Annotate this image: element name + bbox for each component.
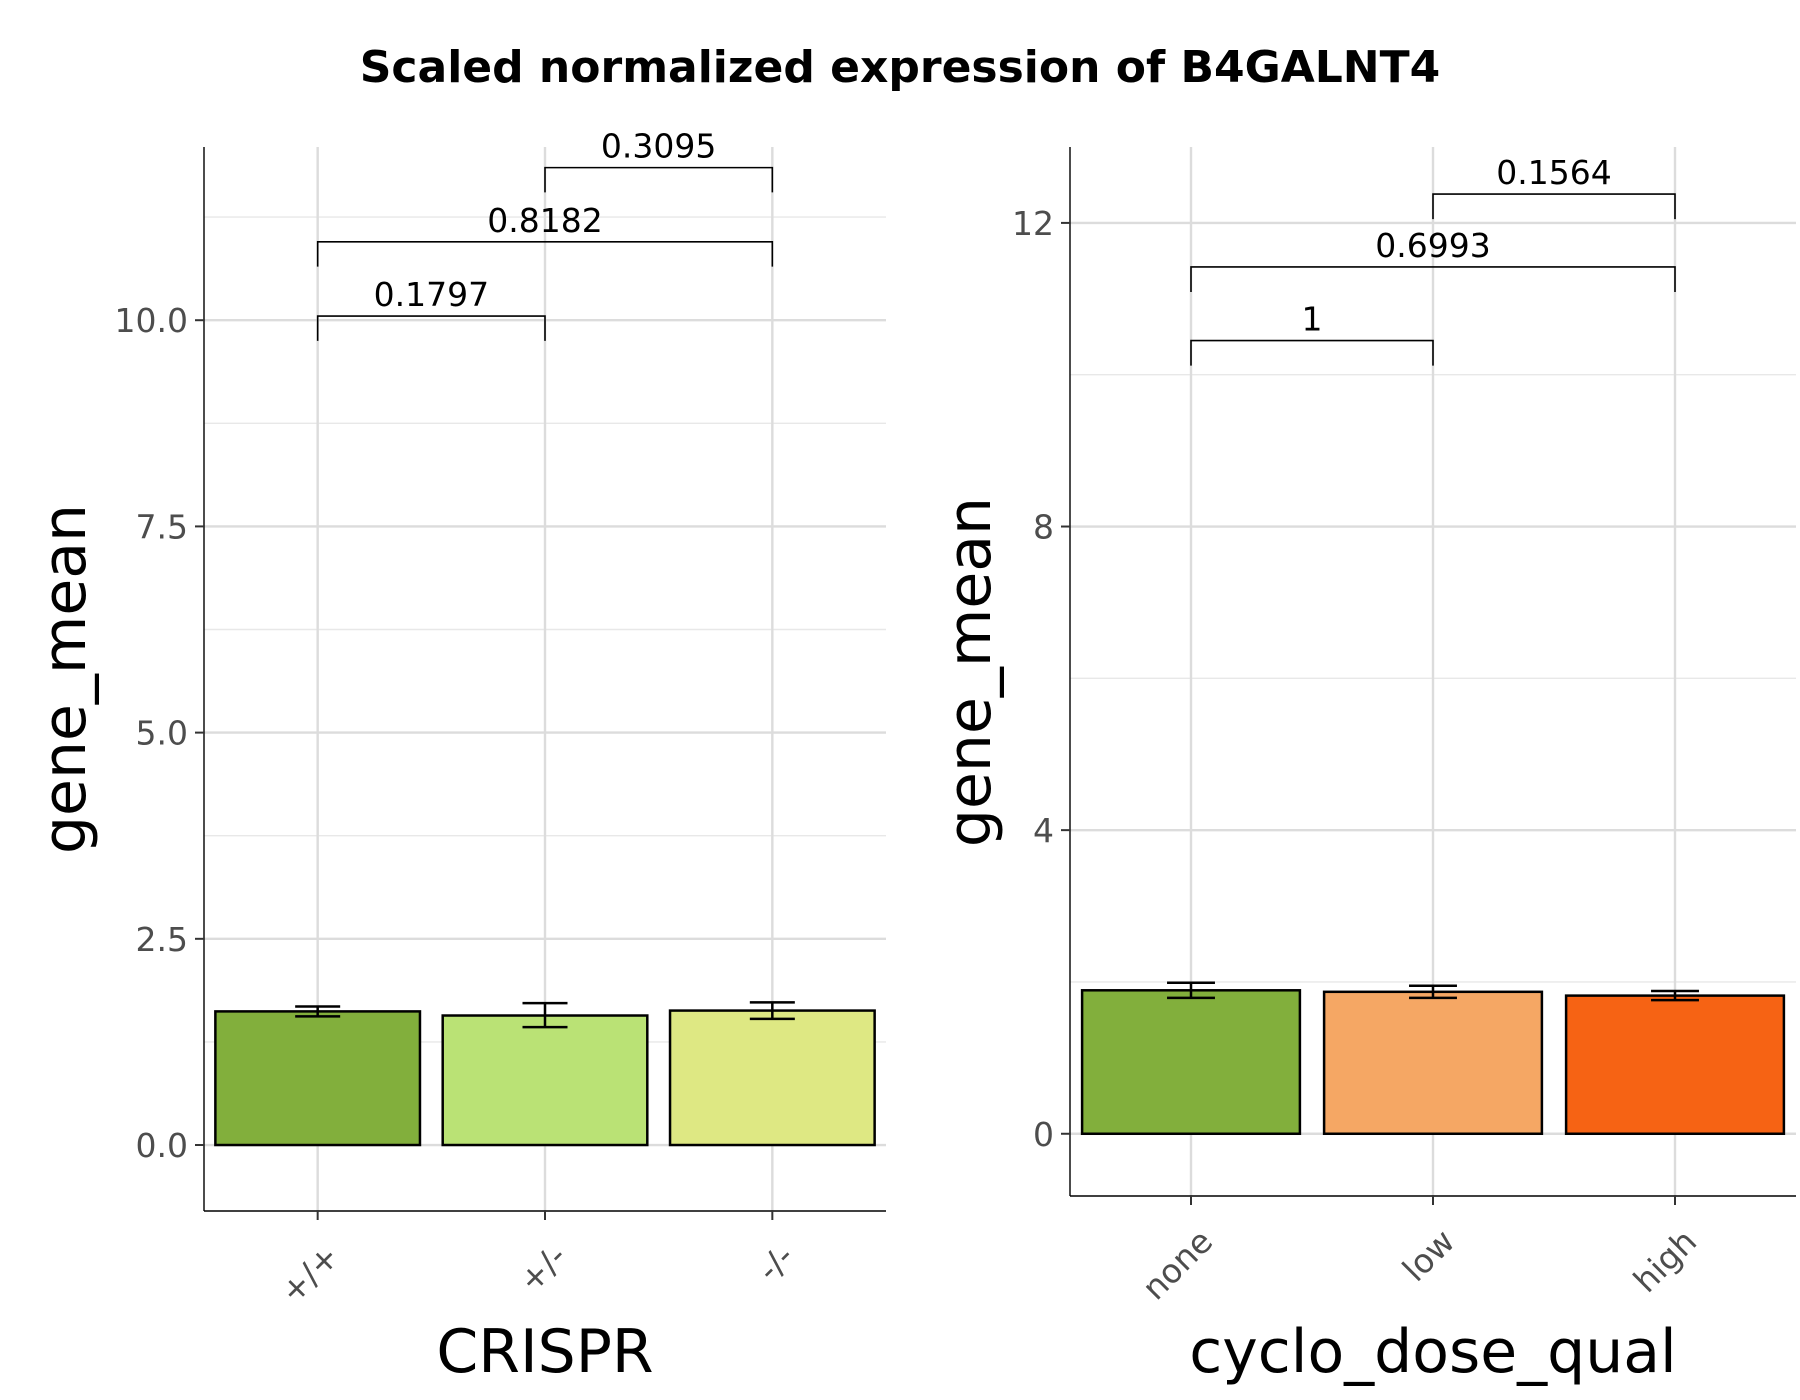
error-bar-cyclo-2 — [1651, 989, 1699, 1002]
x-tick-label-1: low — [1395, 1222, 1462, 1289]
x-tick-label-2: -/- — [749, 1237, 801, 1289]
x-axis-title: cyclo_dose_qual — [1189, 1317, 1676, 1387]
error-bar-crispr-0 — [295, 1005, 341, 1018]
p-value-label-0: 1 — [1302, 300, 1323, 339]
y-tick-label-3: 12 — [1012, 204, 1054, 243]
y-tick-label-3: 7.5 — [136, 507, 188, 546]
bar-cyclo-2 — [1564, 994, 1786, 1136]
x-tick-label-1: +/- — [511, 1237, 574, 1300]
y-tick-label-1: 4 — [1033, 811, 1054, 850]
error-bar-crispr-1 — [522, 1001, 568, 1029]
p-value-label-1: 0.8182 — [487, 201, 602, 240]
x-axis-title: CRISPR — [436, 1317, 653, 1387]
error-bar-cyclo-1 — [1409, 984, 1457, 1000]
bar-crispr-1 — [441, 1014, 649, 1147]
y-tick-label-2: 5.0 — [136, 714, 188, 753]
bar-cyclo-0 — [1080, 989, 1302, 1136]
x-tick-label-2: high — [1626, 1222, 1704, 1300]
error-bar-cyclo-0 — [1167, 981, 1215, 1000]
comparison-bracket-1 — [1190, 266, 1676, 292]
comparison-bracket-0 — [316, 315, 546, 341]
comparison-bracket-2 — [1432, 193, 1676, 220]
comparison-bracket-2 — [544, 166, 774, 193]
p-value-label-2: 0.3095 — [601, 127, 716, 166]
y-tick-label-0: 0.0 — [136, 1126, 188, 1165]
p-value-label-1: 0.6993 — [1375, 226, 1490, 265]
bar-crispr-2 — [668, 1009, 876, 1147]
y-tick-label-1: 2.5 — [136, 920, 188, 959]
y-axis-title: gene_mean — [30, 504, 100, 854]
figure-title: Scaled normalized expression of B4GALNT4 — [360, 42, 1441, 93]
y-axis-title: gene_mean — [935, 497, 1005, 847]
bar-cyclo-1 — [1322, 990, 1544, 1136]
y-tick-label-2: 8 — [1033, 508, 1054, 547]
p-value-label-2: 0.1564 — [1496, 153, 1611, 192]
y-tick-label-4: 10.0 — [115, 301, 188, 340]
bar-crispr-0 — [214, 1010, 422, 1147]
x-tick-label-0: +/+ — [272, 1237, 347, 1312]
panel-crispr: 0.1797 0.8182 0.3095 0.0 2.5 5.0 7.5 10.0 +/+ +/-… — [30, 127, 886, 1387]
y-tick-label-0: 0 — [1033, 1115, 1054, 1154]
p-value-label-0: 0.1797 — [374, 275, 489, 314]
comparison-bracket-0 — [1190, 339, 1434, 366]
comparison-bracket-1 — [316, 241, 774, 267]
x-tick-label-0: none — [1134, 1222, 1220, 1308]
error-bar-crispr-2 — [749, 1001, 795, 1021]
